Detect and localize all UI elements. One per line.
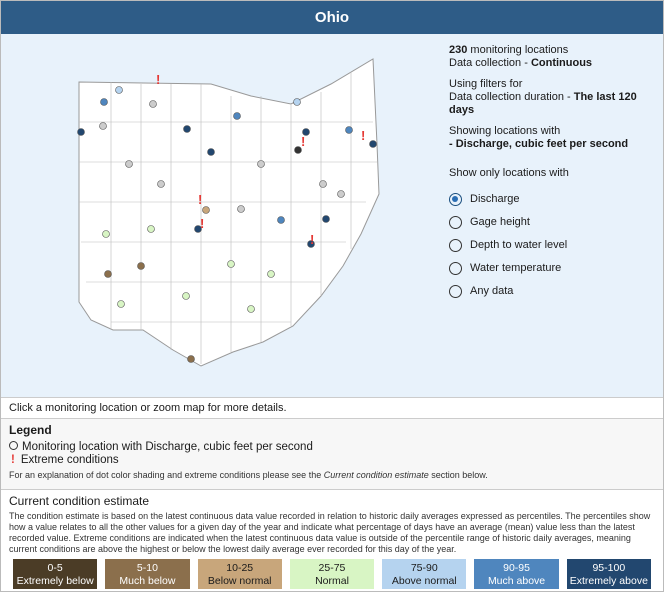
filter-option[interactable]: Any data xyxy=(449,280,659,303)
legend-text: Monitoring location with Discharge, cubi… xyxy=(22,441,313,453)
svg-text:!: ! xyxy=(198,192,202,207)
filter-line: Using filters for Data collection durati… xyxy=(449,78,659,117)
duration-label: Data collection duration - xyxy=(449,91,574,103)
filter-option[interactable]: Gage height xyxy=(449,211,659,234)
option-label[interactable]: Gage height xyxy=(470,216,530,228)
condition-box: 10-25 Below normal xyxy=(197,559,282,589)
option-label[interactable]: Depth to water level xyxy=(470,239,568,251)
radio-button[interactable] xyxy=(449,216,462,229)
condition-label: Extremely below xyxy=(16,575,94,587)
state-outline xyxy=(78,58,380,367)
count-text: monitoring locations xyxy=(470,44,569,56)
legend-text: Extreme conditions xyxy=(20,454,119,466)
condition-label: Below normal xyxy=(207,575,272,587)
condition-description: The condition estimate is based on the l… xyxy=(9,511,651,554)
option-label[interactable]: Any data xyxy=(470,285,514,297)
legend-item: ! Extreme conditions xyxy=(11,454,119,466)
condition-range: 25-75 xyxy=(318,562,346,574)
condition-label: Above normal xyxy=(391,575,457,587)
count-line: 230 monitoring locations Data collection… xyxy=(449,44,659,70)
filter-intro: Using filters for xyxy=(449,78,523,90)
showing-line: Showing locations with - Discharge, cubi… xyxy=(449,125,659,151)
condition-box: 0-5 Extremely below xyxy=(13,559,98,589)
condition-label: Much above xyxy=(487,575,546,587)
option-label[interactable]: Water temperature xyxy=(470,262,562,274)
map-svg[interactable]: !!! !!! xyxy=(1,34,441,397)
showing-value: - Discharge, cubic feet per second xyxy=(449,138,629,150)
condition-label: Much below xyxy=(119,575,176,587)
svg-text:!: ! xyxy=(361,128,365,143)
filter-options: Discharge Gage height Depth to water level… xyxy=(449,188,659,303)
svg-text:!: ! xyxy=(301,134,305,149)
collection-label: Data collection - xyxy=(449,57,531,69)
radio-button[interactable] xyxy=(449,193,462,206)
legend: Legend Monitoring location with Discharg… xyxy=(1,419,663,490)
condition-box: 25-75 Normal xyxy=(289,559,375,589)
condition-box: 5-10 Much below xyxy=(105,559,190,589)
condition-range: 10-25 xyxy=(226,562,254,574)
condition-range: 0-5 xyxy=(47,562,63,574)
map[interactable]: !!! !!! 230 monitoring locations Data co… xyxy=(1,34,663,397)
condition-label: Normal xyxy=(315,575,349,587)
filter-title: Show only locations with xyxy=(449,167,569,179)
extreme-markers: !!! !!! xyxy=(156,72,365,247)
condition-box: 75-90 Above normal xyxy=(382,559,467,589)
header-title: Ohio xyxy=(1,1,663,34)
condition-label: Extremely above xyxy=(569,575,648,587)
radio-button[interactable] xyxy=(449,262,462,275)
filter-option[interactable]: Depth to water level xyxy=(449,234,659,257)
svg-text:!: ! xyxy=(156,72,160,87)
info-panel: 230 monitoring locations Data collection… xyxy=(449,44,659,303)
showing-intro: Showing locations with xyxy=(449,125,561,137)
radio-button[interactable] xyxy=(449,239,462,252)
filter-option[interactable]: Water temperature xyxy=(449,257,659,280)
note-link[interactable]: Current condition estimate xyxy=(323,470,429,480)
legend-note: For an explanation of dot color shading … xyxy=(9,469,655,482)
condition-scale: 0-5 Extremely below 5-10 Much below 10-25 Bel… xyxy=(13,559,651,589)
duration-value: The last 120 days xyxy=(449,91,637,116)
note-text: section below. xyxy=(428,470,488,480)
condition-title: Current condition estimate xyxy=(9,494,150,508)
svg-text:!: ! xyxy=(310,232,314,247)
condition-box: 95-100 Extremely above xyxy=(566,559,651,589)
filter-option[interactable]: Discharge xyxy=(449,188,659,211)
legend-item: Monitoring location with Discharge, cubi… xyxy=(9,441,655,454)
condition-box: 90-95 Much above xyxy=(474,559,559,589)
location-count: 230 xyxy=(449,44,468,56)
radio-button[interactable] xyxy=(449,285,462,298)
location-dots[interactable] xyxy=(77,86,377,363)
condition-range: 90-95 xyxy=(503,562,530,574)
collection-value: Continuous xyxy=(530,57,593,69)
legend-title: Legend xyxy=(9,423,52,437)
condition-range: 5-10 xyxy=(136,562,158,574)
condition-range: 95-100 xyxy=(592,562,626,574)
condition-section: Current condition estimate The condition… xyxy=(1,490,663,559)
condition-range: 75-90 xyxy=(410,562,438,574)
svg-text:!: ! xyxy=(200,216,204,231)
map-hint: Click a monitoring location or zoom map … xyxy=(1,397,663,419)
option-label[interactable]: Discharge xyxy=(470,193,520,205)
county-lines xyxy=(79,72,377,364)
note-text: For an explanation of dot color shading … xyxy=(9,470,324,480)
